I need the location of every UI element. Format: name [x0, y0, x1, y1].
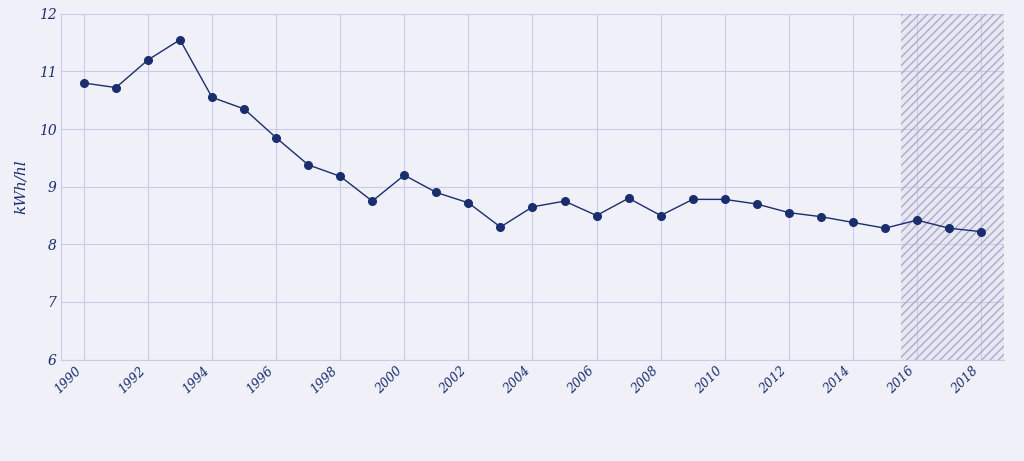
Y-axis label: kWh/hl: kWh/hl — [13, 160, 28, 214]
Bar — [901, 14, 1004, 360]
Bar — [901, 14, 1004, 360]
